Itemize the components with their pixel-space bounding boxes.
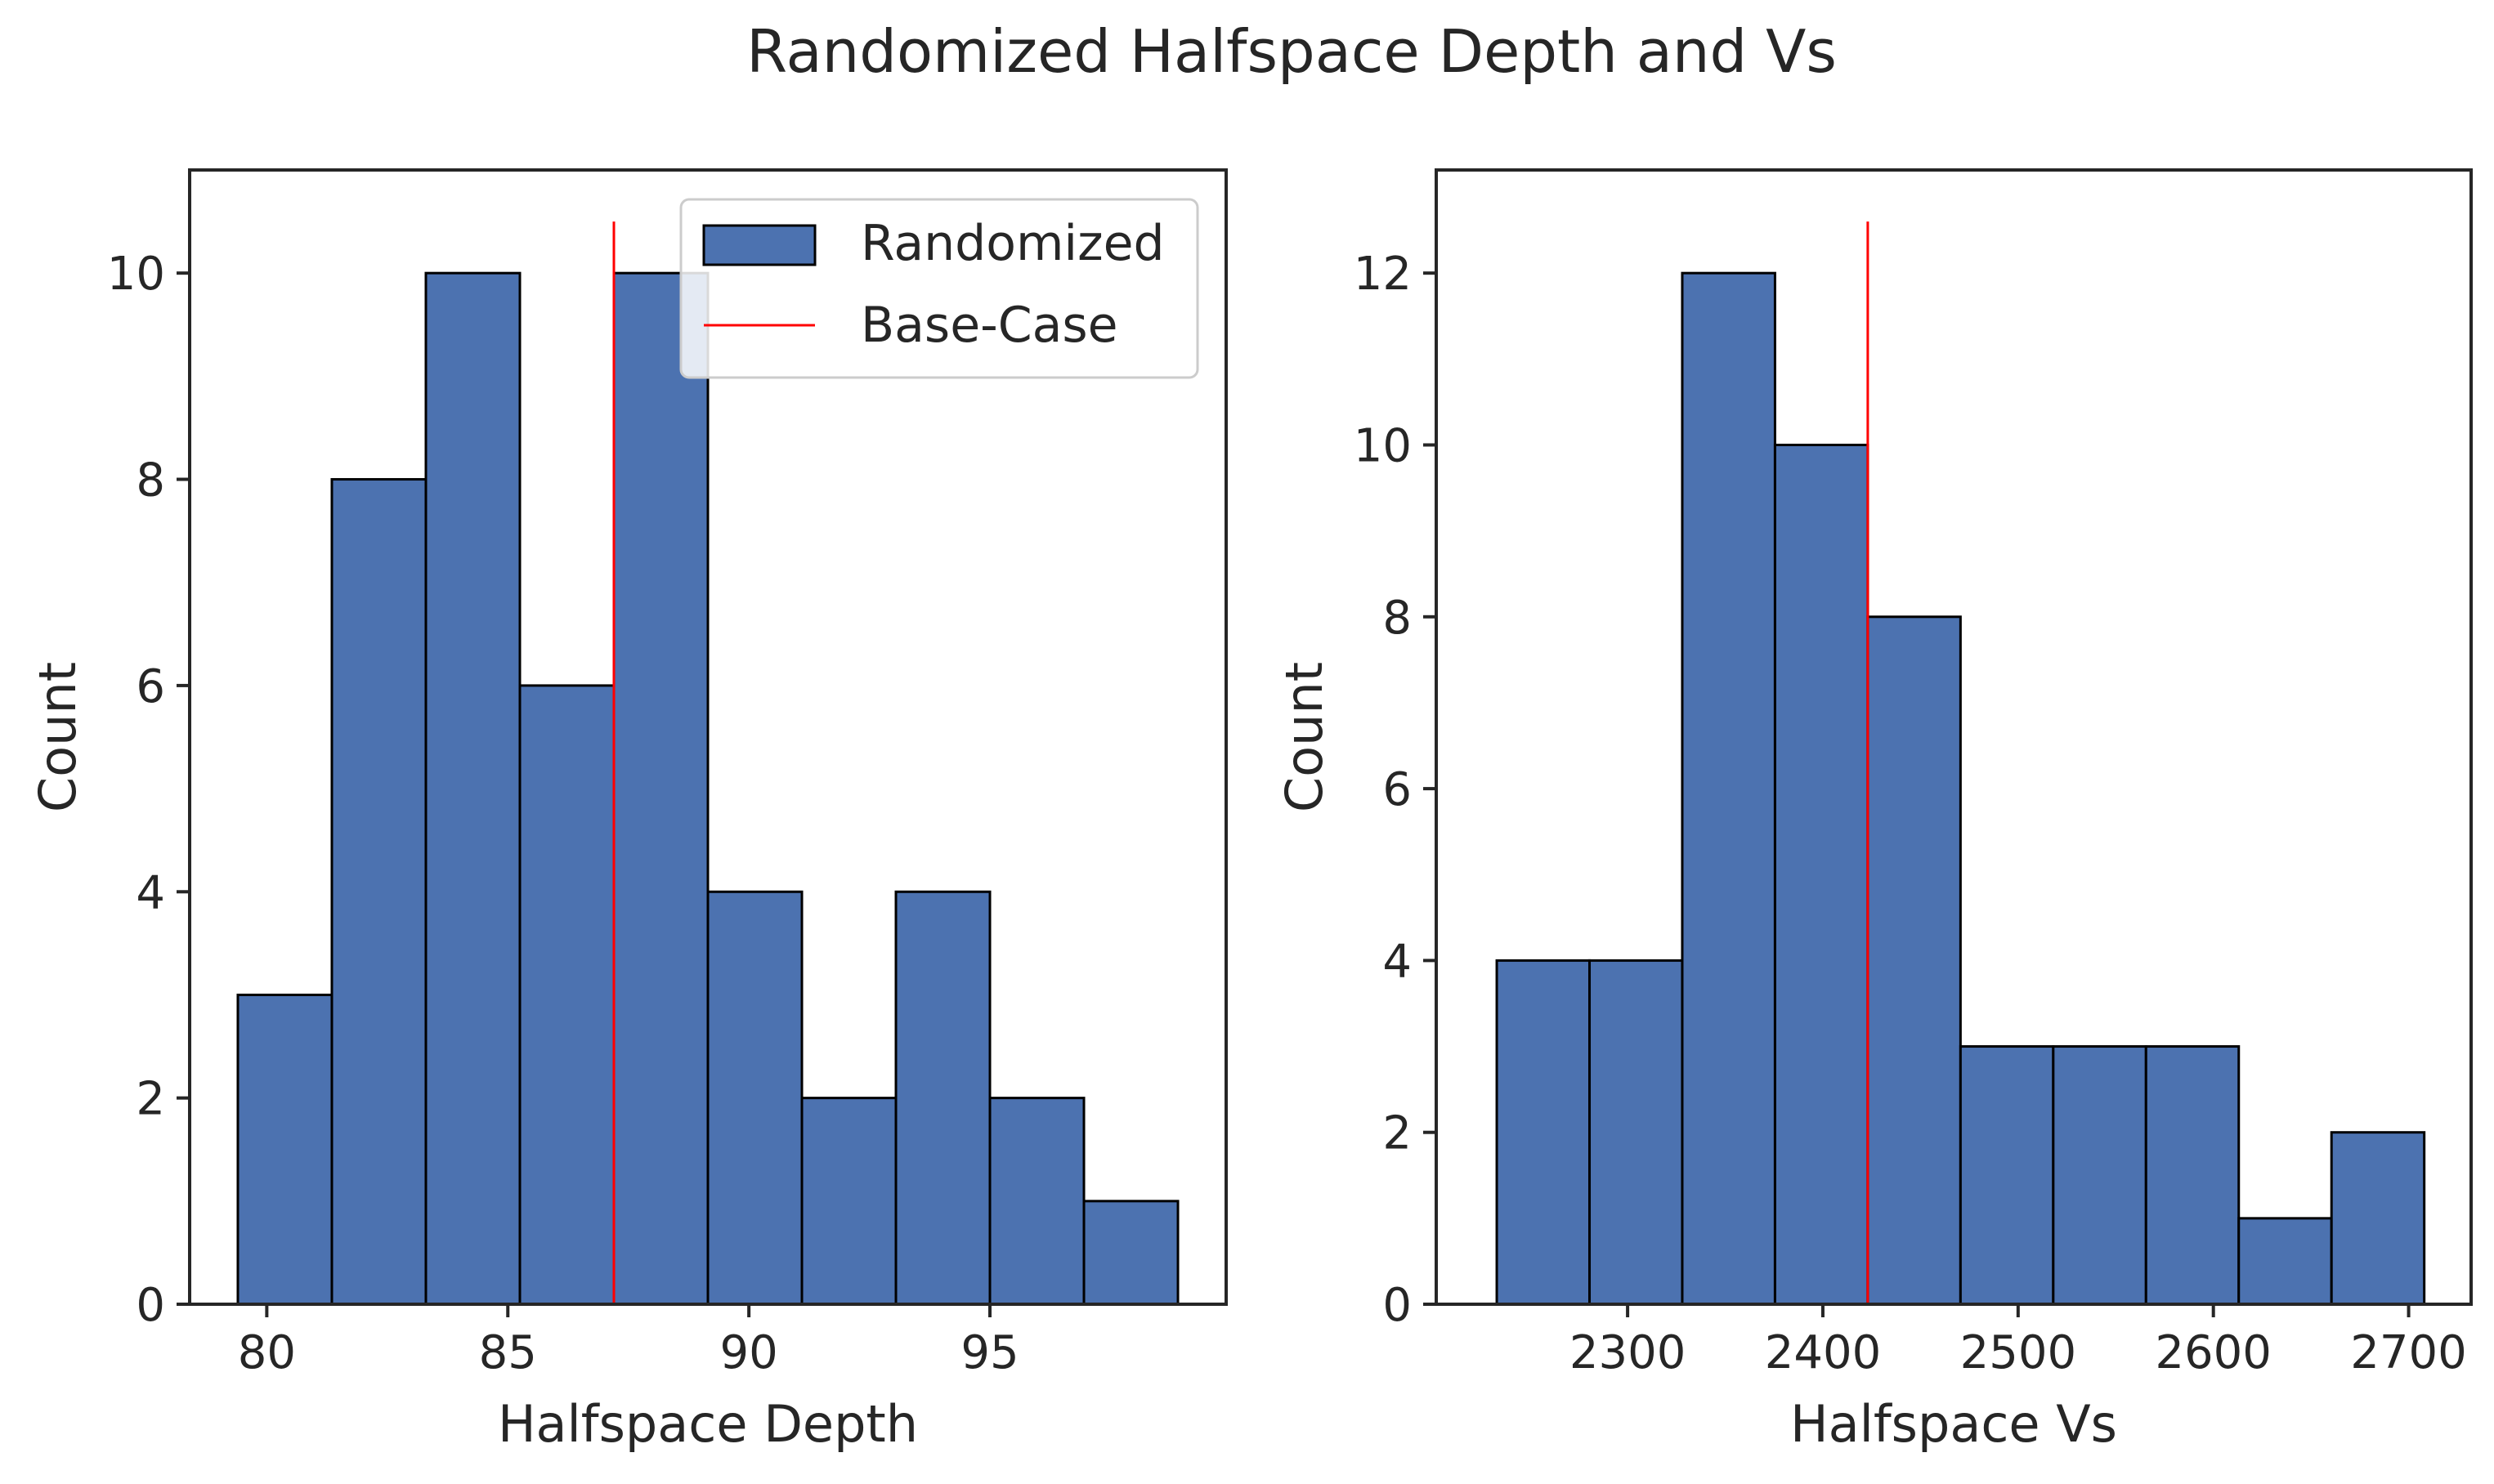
depth-bar	[236, 993, 334, 1306]
depth-x-tick-label: 80	[238, 1326, 296, 1379]
vs-x-tick-label: 2600	[2155, 1326, 2272, 1379]
vs-bar	[1773, 443, 1869, 1306]
depth-y-tick-label: 2	[136, 1073, 165, 1126]
vs-axes-frame	[1435, 168, 2473, 1306]
vs-x-tick-label: 2300	[1569, 1326, 1686, 1379]
depth-y-tick-label: 10	[107, 248, 165, 301]
depth-y-ticks: 0 2 4 6 8 10	[107, 248, 190, 1332]
vs-bar	[1681, 271, 1776, 1306]
depth-histogram: 80 85 90 95 0 2 4 6 8 10 Halfspace Depth Count R…	[28, 168, 1228, 1454]
vs-bar	[1959, 1045, 2055, 1306]
vs-bar	[1588, 959, 1684, 1306]
depth-bar	[894, 890, 992, 1306]
figure-title: Randomized Halfspace Depth and Vs	[746, 17, 1837, 86]
vs-y-ticks: 0 2 4 6 8 10 12	[1354, 248, 1436, 1332]
vs-y-tick-label: 8	[1382, 592, 1412, 645]
vs-y-axis-label: Count	[1274, 662, 1334, 812]
depth-bar	[424, 271, 522, 1306]
vs-y-tick-label: 10	[1354, 419, 1412, 472]
vs-y-tick-label: 6	[1382, 763, 1412, 816]
legend-base-case-label: Base-Case	[861, 297, 1118, 354]
vs-x-tick-label: 2700	[2350, 1326, 2467, 1379]
depth-axes-frame	[188, 168, 1228, 1306]
vs-x-tick-label: 2500	[1960, 1326, 2077, 1379]
depth-bar	[518, 684, 616, 1306]
legend-randomized-swatch	[702, 224, 817, 266]
depth-y-axis-label: Count	[28, 662, 87, 812]
depth-x-tick-label: 95	[960, 1326, 1019, 1379]
depth-bar	[612, 271, 710, 1306]
depth-bar	[330, 478, 428, 1306]
depth-x-tick-label: 85	[479, 1326, 537, 1379]
vs-y-tick-label: 4	[1382, 935, 1412, 988]
depth-y-tick-label: 0	[136, 1279, 165, 1332]
vs-y-tick-label: 12	[1354, 248, 1412, 301]
depth-x-axis-label: Halfspace Depth	[498, 1394, 918, 1454]
depth-x-ticks: 80 85 90 95	[238, 1304, 1019, 1379]
vs-y-tick-label: 0	[1382, 1279, 1412, 1332]
legend: Randomized Base-Case	[679, 198, 1199, 379]
vs-bar	[2330, 1131, 2426, 1306]
vs-bar	[2144, 1045, 2241, 1306]
depth-x-tick-label: 90	[719, 1326, 777, 1379]
vs-bar	[1495, 959, 1592, 1306]
vs-x-tick-label: 2400	[1765, 1326, 1882, 1379]
depth-y-tick-label: 6	[136, 660, 165, 713]
depth-y-tick-label: 8	[136, 454, 165, 507]
depth-y-tick-label: 4	[136, 866, 165, 919]
vs-bar	[1866, 615, 1962, 1306]
vs-histogram: 2300 2400 2500 2600 2700 0 2 4 6 8 10 12 Halfspace…	[1274, 168, 2473, 1454]
depth-bar	[706, 890, 804, 1306]
vs-x-axis-label: Halfspace Vs	[1790, 1394, 2117, 1454]
depth-bar	[800, 1097, 898, 1306]
legend-randomized-label: Randomized	[861, 215, 1165, 272]
depth-bars	[236, 271, 1180, 1306]
vs-bar	[2052, 1045, 2147, 1306]
vs-bars	[1495, 271, 2426, 1306]
depth-bar	[1082, 1200, 1180, 1306]
vs-x-ticks: 2300 2400 2500 2600 2700	[1569, 1304, 2467, 1379]
vs-bar	[2237, 1217, 2333, 1306]
vs-y-tick-label: 2	[1382, 1107, 1412, 1160]
depth-bar	[988, 1097, 1086, 1306]
